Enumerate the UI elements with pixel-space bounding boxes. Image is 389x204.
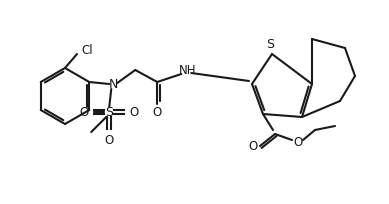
Text: O: O: [105, 133, 114, 146]
Text: O: O: [130, 105, 139, 119]
Text: Cl: Cl: [81, 43, 93, 57]
Text: N: N: [109, 78, 118, 91]
Text: O: O: [293, 135, 303, 149]
Text: S: S: [266, 39, 274, 51]
Text: O: O: [152, 105, 162, 119]
Text: O: O: [80, 105, 89, 119]
Text: O: O: [248, 141, 258, 153]
Text: NH: NH: [179, 64, 196, 78]
Text: S: S: [105, 105, 113, 119]
